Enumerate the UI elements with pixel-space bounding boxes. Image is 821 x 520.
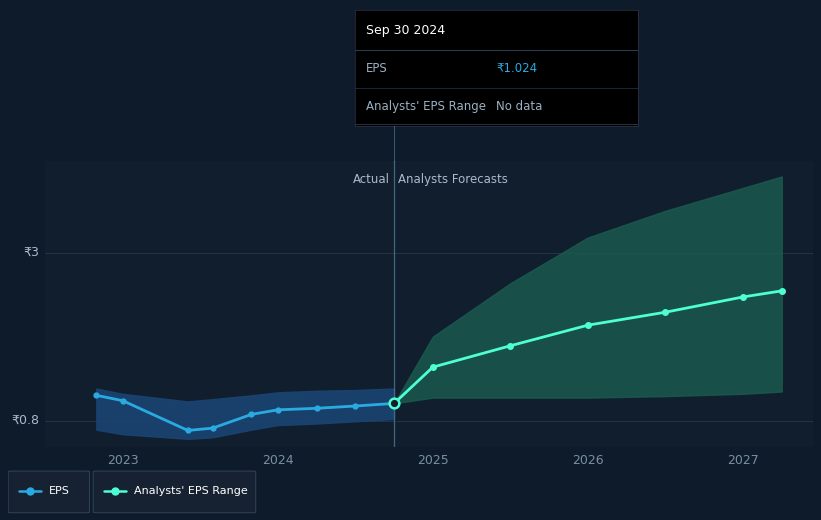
Text: EPS: EPS [49, 486, 70, 497]
FancyBboxPatch shape [94, 471, 256, 513]
Text: Analysts Forecasts: Analysts Forecasts [398, 173, 508, 186]
Text: ₹3: ₹3 [23, 246, 39, 259]
Text: No data: No data [496, 100, 543, 113]
Text: ₹0.8: ₹0.8 [11, 414, 39, 427]
Text: Analysts' EPS Range: Analysts' EPS Range [134, 486, 248, 497]
Text: EPS: EPS [366, 61, 388, 74]
Text: ₹1.024: ₹1.024 [496, 61, 538, 74]
FancyBboxPatch shape [8, 471, 89, 513]
Text: Actual: Actual [353, 173, 390, 186]
Text: Analysts' EPS Range: Analysts' EPS Range [366, 100, 486, 113]
Text: Sep 30 2024: Sep 30 2024 [366, 23, 445, 36]
